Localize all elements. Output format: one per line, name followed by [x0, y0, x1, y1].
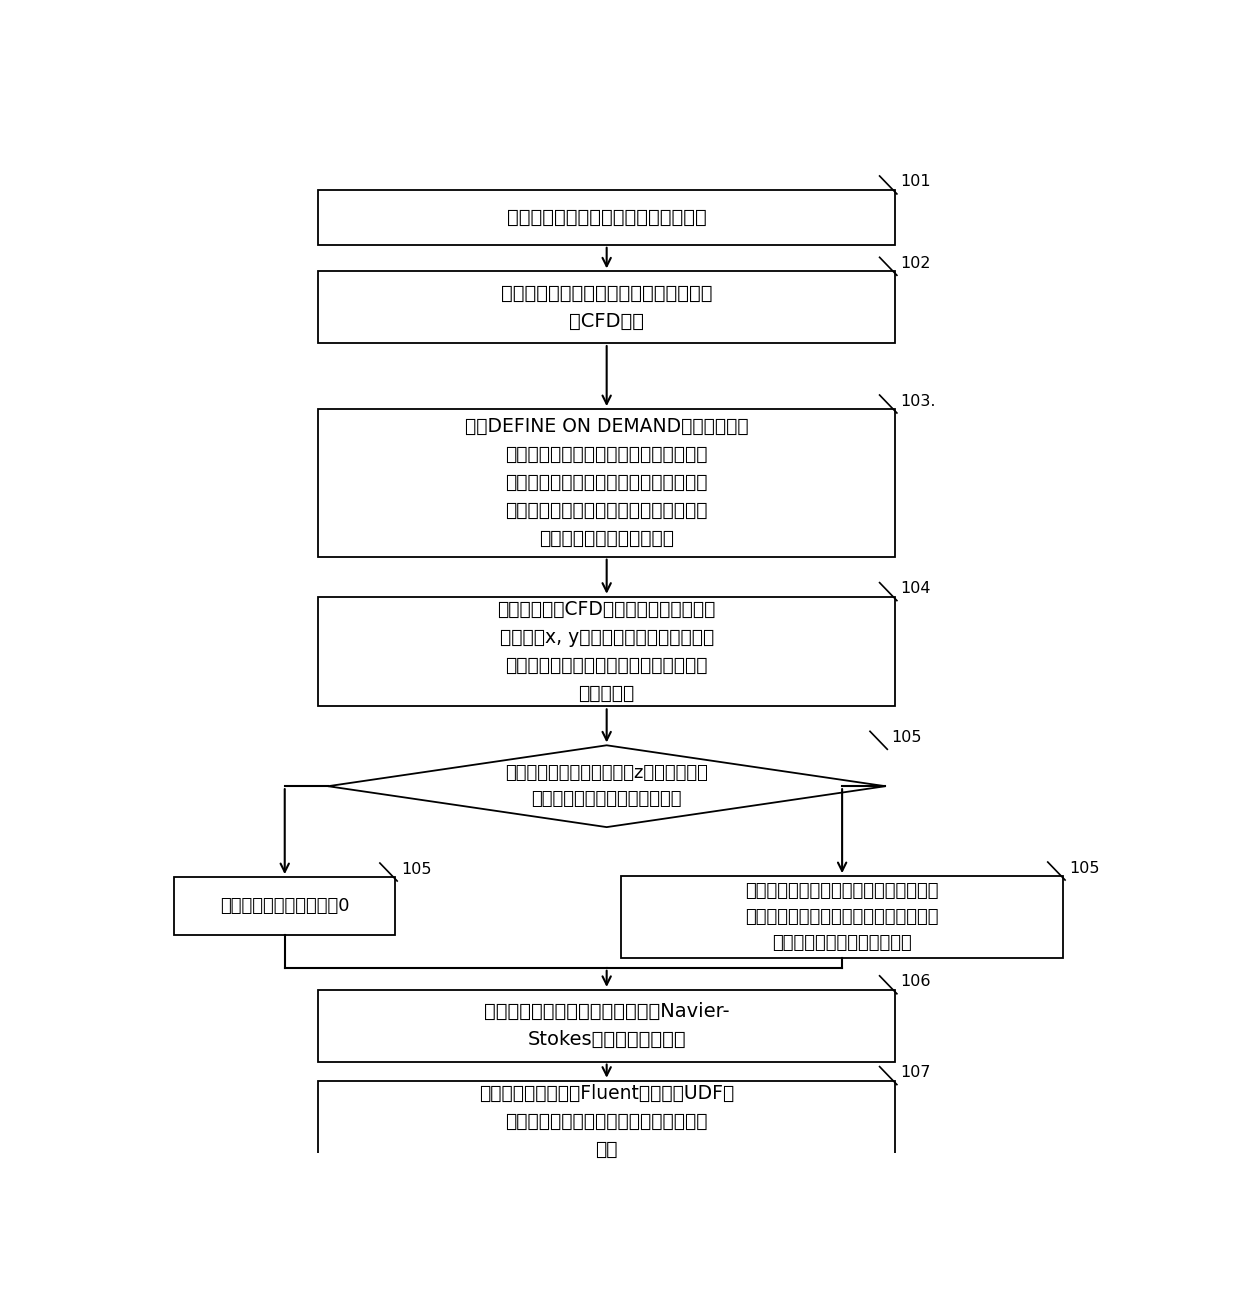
Bar: [319, 410, 895, 557]
Text: 根据实际地形CFD模型中每一个单元的水
平坐标（x, y）在地表植被高度规则网格
中的定位，得到每一个单元的水平坐标处
的植被高度: 根据实际地形CFD模型中每一个单元的水 平坐标（x, y）在地表植被高度规则网格…: [497, 600, 715, 702]
Text: 根据每一个单元的垂直高度和水平坐标处
的植被高度计算得到叶面积密度，从而计
算得到每一个单元的阻力系数: 根据每一个单元的垂直高度和水平坐标处 的植被高度计算得到叶面积密度，从而计 算得…: [745, 881, 939, 953]
Bar: [319, 271, 895, 343]
Text: 105: 105: [1069, 861, 1100, 876]
Text: 103.: 103.: [900, 394, 936, 408]
Text: 104: 104: [900, 581, 931, 596]
Polygon shape: [327, 745, 885, 827]
Bar: [319, 596, 895, 706]
Bar: [319, 1081, 895, 1163]
Text: 编写日志文件，驱动Fluent编译执行UDF，
添加源项进行计算，得到模拟复杂地形的
风场: 编写日志文件，驱动Fluent编译执行UDF， 添加源项进行计算，得到模拟复杂地…: [479, 1083, 734, 1159]
Text: 105: 105: [401, 862, 432, 876]
Text: 根据每一个单元的阻力系数，得到Navier-
Stokes动量方程中的源项: 根据每一个单元的阻力系数，得到Navier- Stokes动量方程中的源项: [484, 1002, 729, 1050]
Text: 105: 105: [892, 730, 921, 745]
Text: 每一个单元的阻力系数为0: 每一个单元的阻力系数为0: [219, 897, 350, 915]
Bar: [319, 990, 895, 1061]
Bar: [174, 877, 396, 934]
Text: 对地形数据进行处理和建模，得到实际地
形CFD模型: 对地形数据进行处理和建模，得到实际地 形CFD模型: [501, 284, 713, 330]
Text: 运用DEFINE ON DEMAND宏，将地表粗
糙度长度数据转换为覆盖植被高度数据后
，利用最近邻点插值法将覆盖植被高度数
据转换为规则分布的地表植被高度数据: 运用DEFINE ON DEMAND宏，将地表粗 糙度长度数据转换为覆盖植被高度…: [465, 417, 749, 548]
Bar: [319, 191, 895, 245]
Text: 102: 102: [900, 255, 931, 271]
Text: 获取地形数据以及地表粗糙度长度数据: 获取地形数据以及地表粗糙度长度数据: [507, 207, 707, 227]
Text: 106: 106: [900, 975, 931, 989]
Bar: [621, 876, 1063, 958]
Text: 判断每一个单元的垂直高度z是否大于每一
个单元的水平坐标处的植被高度: 判断每一个单元的垂直高度z是否大于每一 个单元的水平坐标处的植被高度: [505, 765, 708, 809]
Text: 107: 107: [900, 1065, 931, 1080]
Text: 101: 101: [900, 175, 931, 189]
